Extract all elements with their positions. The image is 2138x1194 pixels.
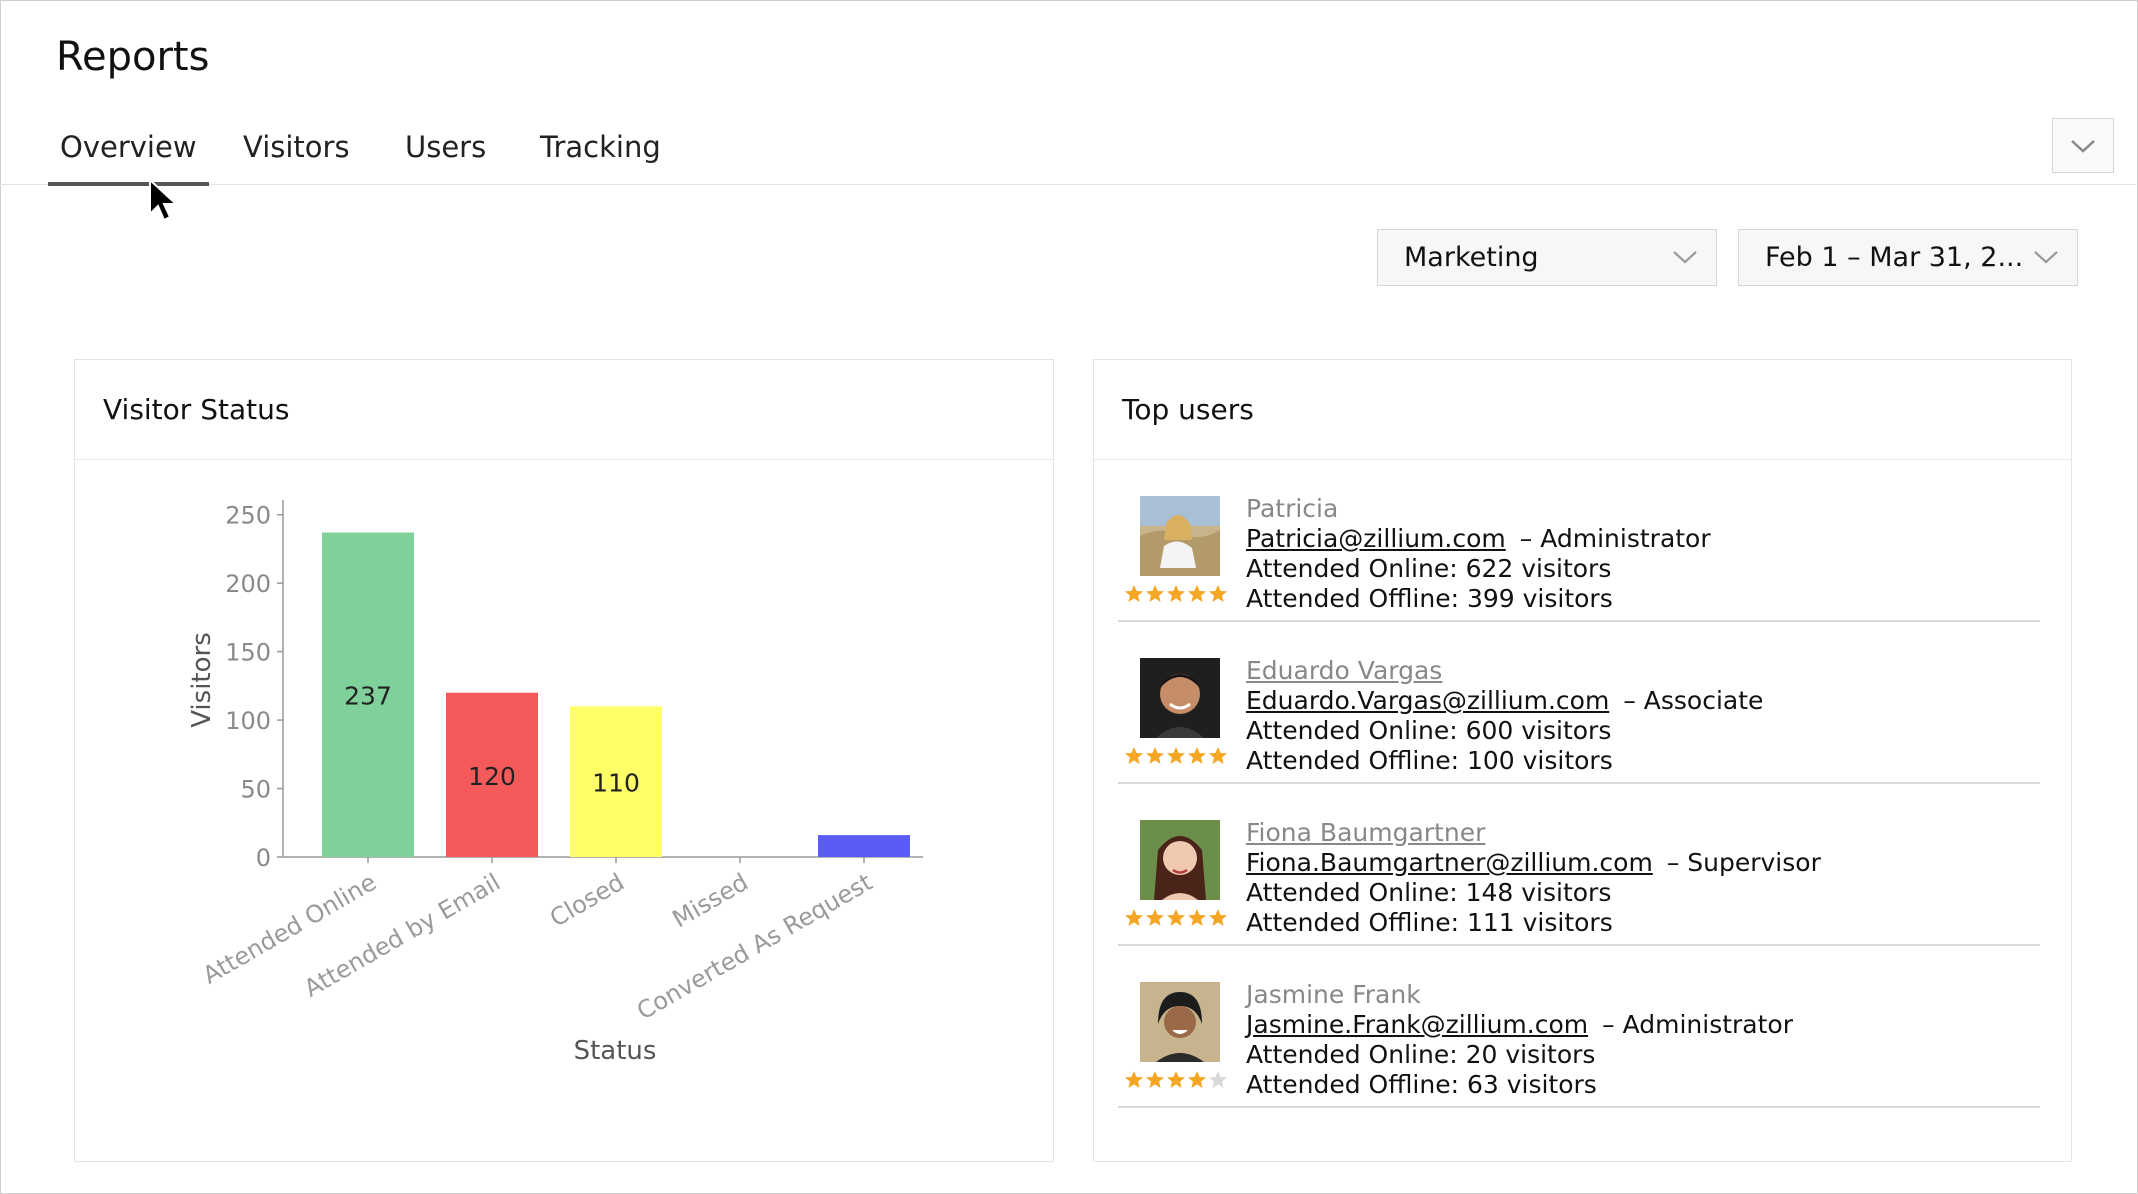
star-filled-icon xyxy=(1167,909,1185,926)
user-name: Patricia xyxy=(1246,494,1339,523)
star-filled-icon xyxy=(1146,1071,1164,1088)
star-filled-icon xyxy=(1125,909,1143,926)
x-tick-label: Missed xyxy=(668,868,753,933)
avatar xyxy=(1140,982,1220,1062)
top-users-panel: Top users Patricia Patricia@zillium.com –… xyxy=(1093,359,2072,1162)
user-email-link[interactable]: Eduardo.Vargas@zillium.com xyxy=(1246,686,1610,715)
collapse-button[interactable] xyxy=(2052,118,2114,173)
star-empty-icon xyxy=(1209,1071,1227,1088)
bar-value-label: 110 xyxy=(592,769,640,798)
mouse-pointer-icon xyxy=(149,178,179,222)
star-filled-icon xyxy=(1167,1071,1185,1088)
star-filled-icon xyxy=(1209,585,1227,602)
star-filled-icon xyxy=(1209,747,1227,764)
x-tick-label: Converted As Request xyxy=(632,868,877,1026)
avatar xyxy=(1140,820,1220,900)
attended-offline: Attended Offline: 111 visitors xyxy=(1246,908,1613,937)
y-tick-label: 100 xyxy=(225,707,271,735)
chart-bar xyxy=(570,706,662,857)
tab-bar: Overview Visitors Users Tracking xyxy=(0,118,2136,186)
tab-tracking[interactable]: Tracking xyxy=(540,130,661,164)
y-tick-label: 50 xyxy=(240,776,271,804)
x-axis-title: Status xyxy=(574,1036,657,1066)
star-filled-icon xyxy=(1188,747,1206,764)
visitor-status-panel: Visitor Status 0 50 100 150 200 250 237 Attende… xyxy=(74,359,1054,1162)
chart-bar xyxy=(818,835,910,857)
attended-offline: Attended Offline: 399 visitors xyxy=(1246,584,1613,613)
y-tick-label: 200 xyxy=(225,570,271,598)
star-filled-icon xyxy=(1188,909,1206,926)
star-filled-icon xyxy=(1125,585,1143,602)
attended-online: Attended Online: 148 visitors xyxy=(1246,878,1612,907)
tab-visitors[interactable]: Visitors xyxy=(243,130,350,164)
chart-bar xyxy=(446,692,538,857)
user-role: – Supervisor xyxy=(1666,848,1821,877)
page-title: Reports xyxy=(56,34,210,80)
star-filled-icon xyxy=(1209,909,1227,926)
date-range-select[interactable]: Feb 1 – Mar 31, 2... xyxy=(1738,229,2078,286)
rating-stars xyxy=(1124,1070,1228,1090)
tab-users[interactable]: Users xyxy=(405,130,487,164)
chart-bar xyxy=(322,532,414,857)
y-axis-title: Visitors xyxy=(187,632,217,728)
visitor-status-title: Visitor Status xyxy=(75,360,1053,460)
attended-offline: Attended Offline: 63 visitors xyxy=(1246,1070,1597,1099)
department-select-value: Marketing xyxy=(1404,242,1539,273)
star-filled-icon xyxy=(1167,585,1185,602)
x-tick-label: Closed xyxy=(545,868,629,933)
attended-online: Attended Online: 622 visitors xyxy=(1246,554,1612,583)
chevron-down-icon xyxy=(2034,251,2058,264)
avatar xyxy=(1140,496,1220,576)
rating-stars xyxy=(1124,908,1228,928)
rating-stars xyxy=(1124,746,1228,766)
star-filled-icon xyxy=(1125,747,1143,764)
y-tick-label: 250 xyxy=(225,502,271,530)
bar-value-label: 120 xyxy=(468,762,516,791)
star-filled-icon xyxy=(1188,585,1206,602)
tab-overview[interactable]: Overview xyxy=(48,130,209,186)
star-filled-icon xyxy=(1125,1071,1143,1088)
star-filled-icon xyxy=(1167,747,1185,764)
user-row: Fiona Baumgartner Fiona.Baumgartner@zill… xyxy=(1118,784,2040,946)
user-name-link[interactable]: Eduardo Vargas xyxy=(1246,656,1443,685)
user-email-link[interactable]: Fiona.Baumgartner@zillium.com xyxy=(1246,848,1653,877)
top-users-title: Top users xyxy=(1094,360,2071,460)
attended-offline: Attended Offline: 100 visitors xyxy=(1246,746,1613,775)
attended-online: Attended Online: 20 visitors xyxy=(1246,1040,1596,1069)
user-role: – Administrator xyxy=(1519,524,1711,553)
bar-value-label: 237 xyxy=(344,682,392,711)
avatar xyxy=(1140,658,1220,738)
user-row: Patricia Patricia@zillium.com – Administr… xyxy=(1118,460,2040,622)
star-filled-icon xyxy=(1146,585,1164,602)
user-name: Jasmine Frank xyxy=(1246,980,1421,1009)
user-row: Eduardo Vargas Eduardo.Vargas@zillium.co… xyxy=(1118,622,2040,784)
user-role: – Associate xyxy=(1623,686,1764,715)
star-filled-icon xyxy=(1188,1071,1206,1088)
date-range-value: Feb 1 – Mar 31, 2... xyxy=(1765,242,2024,273)
department-select[interactable]: Marketing xyxy=(1377,229,1717,286)
user-email-link[interactable]: Patricia@zillium.com xyxy=(1246,524,1506,553)
y-tick-label: 0 xyxy=(256,844,271,872)
user-role: – Administrator xyxy=(1602,1010,1793,1039)
chevron-down-icon xyxy=(2071,139,2095,153)
user-row: Jasmine Frank Jasmine.Frank@zillium.com –… xyxy=(1118,946,2040,1108)
attended-online: Attended Online: 600 visitors xyxy=(1246,716,1612,745)
user-name-link[interactable]: Fiona Baumgartner xyxy=(1246,818,1486,847)
y-tick-label: 150 xyxy=(225,639,271,667)
chevron-down-icon xyxy=(1673,251,1697,264)
rating-stars xyxy=(1124,584,1228,604)
user-email-link[interactable]: Jasmine.Frank@zillium.com xyxy=(1246,1010,1589,1039)
star-filled-icon xyxy=(1146,909,1164,926)
star-filled-icon xyxy=(1146,747,1164,764)
